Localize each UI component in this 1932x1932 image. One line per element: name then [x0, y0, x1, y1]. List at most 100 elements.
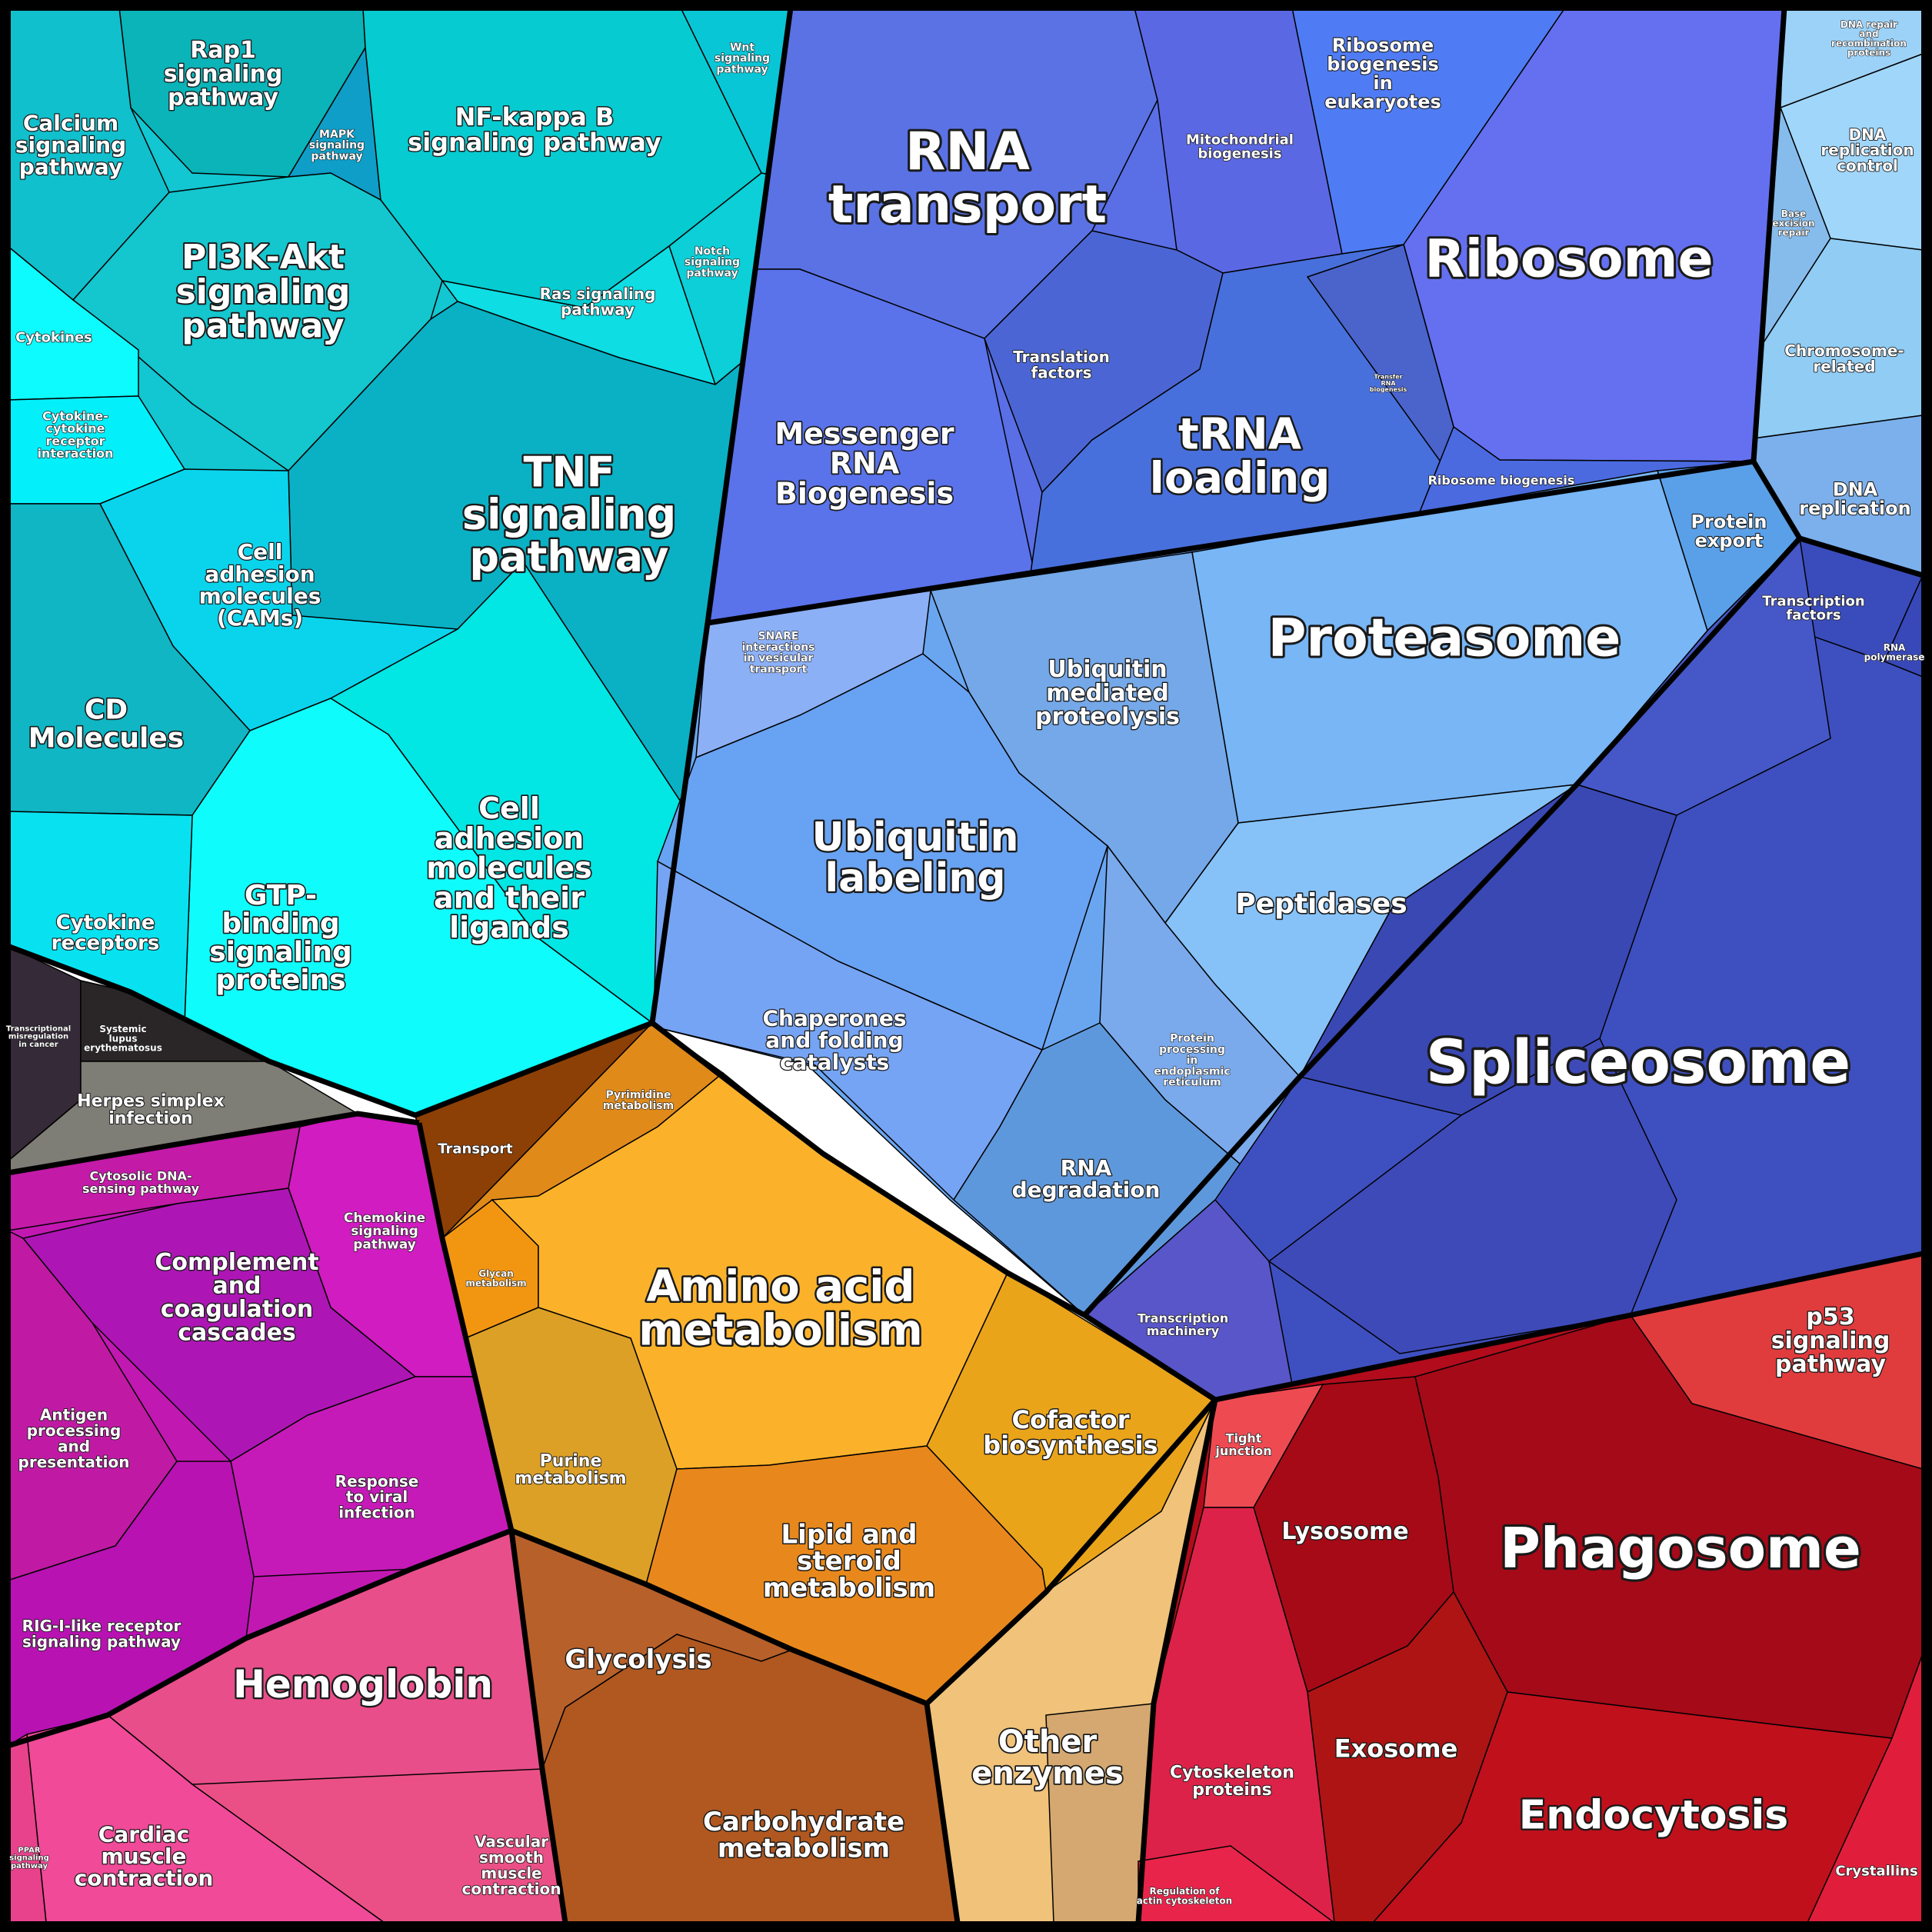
label-transmis: Transcriptional misregulation in cancer: [6, 1024, 71, 1048]
label-dnarepair-line: proteins: [1847, 48, 1890, 58]
label-dnarepair: DNA repair and recombination proteins: [1831, 19, 1907, 58]
label-cardiac-line: contraction: [75, 1866, 214, 1891]
label-gtp-line: signaling: [209, 936, 352, 968]
label-ribosome: Ribosome: [1424, 228, 1713, 289]
label-lipid: Lipid and steroid metabolism: [763, 1520, 935, 1604]
label-protexp-line: export: [1695, 530, 1764, 551]
label-transfer: Transfer RNA biogenesis: [1370, 374, 1407, 393]
label-rigi-line: RIG-I-like receptor: [22, 1617, 182, 1635]
label-nfkb-line: signaling pathway: [408, 128, 661, 157]
label-calcium: Calcium signaling pathway: [15, 111, 126, 180]
label-vascular-line: contraction: [461, 1880, 561, 1898]
label-calcium-line: pathway: [19, 155, 122, 180]
label-sle-line: erythematosus: [84, 1043, 162, 1054]
label-snare-line: transport: [750, 663, 808, 675]
label-cofactor-line: Cofactor: [1011, 1405, 1129, 1434]
label-peptidases: Peptidases: [1235, 888, 1407, 920]
label-wnt-line: pathway: [716, 63, 768, 75]
label-cardiac-line: muscle: [102, 1844, 187, 1869]
label-ublab: Ubiquitin labeling: [811, 814, 1018, 901]
label-cytdna-line: Cytosolic DNA-: [89, 1169, 192, 1184]
label-lipid-line: metabolism: [763, 1573, 935, 1604]
label-lipid-line: Lipid and: [781, 1520, 918, 1551]
label-ppar-line: signaling: [9, 1854, 49, 1863]
label-dnarep-line: replication: [1799, 498, 1910, 519]
label-carbo: Carbohydrate metabolism: [703, 1807, 904, 1864]
label-mapk: MAPK signaling pathway: [309, 128, 365, 163]
label-transl-line: factors: [1031, 363, 1091, 381]
label-vascular-line: muscle: [481, 1864, 541, 1882]
label-proteasome: Proteasome: [1268, 608, 1621, 668]
label-cytoskel: Cytoskeleton proteins: [1170, 1764, 1294, 1800]
metabolism-group: [415, 1022, 1216, 1704]
border-other-red: [1135, 1399, 1218, 1924]
label-ppin-line: processing: [1159, 1044, 1225, 1056]
label-rap1: Rap1 signaling pathway: [164, 37, 283, 111]
spliceosome-group: [1083, 537, 1924, 1401]
label-endocytosis: Endocytosis: [1519, 1793, 1789, 1839]
label-cofactor-line: biosynthesis: [983, 1431, 1158, 1460]
label-purine: Purine metabolism: [515, 1452, 626, 1488]
label-wnt-line: Wnt: [730, 42, 754, 54]
label-peptidases-line: Peptidases: [1235, 888, 1407, 920]
label-snare-line: SNARE: [758, 631, 799, 643]
label-transmis-line: Transcriptional: [6, 1024, 71, 1033]
label-viral: Response to viral infection: [335, 1472, 419, 1522]
label-herpes: Herpes simplex infection: [77, 1092, 225, 1128]
label-p53: p53 signaling pathway: [1771, 1304, 1890, 1377]
border-rna-protein: [707, 458, 1803, 626]
label-antigen-line: processing: [27, 1421, 122, 1440]
label-herpes-line: Herpes simplex: [77, 1092, 225, 1111]
label-aminoacid-line: Amino acid: [647, 1262, 915, 1312]
label-mito-line: Mitochondrial: [1186, 132, 1294, 148]
label-purine-line: Purine: [540, 1452, 602, 1471]
label-cams-line: adhesion: [205, 561, 315, 587]
label-transl: Translation factors: [1013, 348, 1110, 381]
label-phagosome: Phagosome: [1500, 1516, 1861, 1581]
label-ribobio2-line: Ribosome biogenesis: [1428, 473, 1575, 488]
label-cd-line: Molecules: [28, 722, 184, 754]
label-glycan: Glycan metabolism: [465, 1268, 526, 1288]
dna-group: [1753, 7, 1924, 577]
label-ppin: Protein processing in endoplasmic reticulum: [1154, 1032, 1230, 1088]
label-phagosome-line: Phagosome: [1500, 1516, 1861, 1581]
label-ras: Ras signaling pathway: [540, 285, 656, 318]
label-complement-line: and: [212, 1273, 261, 1300]
label-cellad2-line: adhesion: [435, 821, 584, 855]
label-ccri-line: receptor: [45, 434, 105, 448]
label-transmach-line: machinery: [1147, 1324, 1220, 1338]
label-calcium-line: Calcium: [23, 111, 118, 136]
label-transport: Transport: [438, 1141, 513, 1157]
label-ublab-line: Ubiquitin: [811, 814, 1018, 861]
label-lysosome-line: Lysosome: [1281, 1518, 1408, 1545]
label-snare-line: in vesicular: [744, 652, 814, 665]
label-tight-line: junction: [1214, 1444, 1271, 1458]
label-rap1-line: pathway: [168, 84, 278, 111]
label-vascular-line: smooth: [479, 1848, 544, 1867]
label-dnarepctl-line: DNA: [1849, 125, 1887, 144]
label-ribobio2: Ribosome biogenesis: [1428, 473, 1575, 488]
border-carbo-other: [924, 1703, 961, 1924]
label-mapk-line: signaling: [309, 139, 365, 152]
label-rnapol: RNA polymerase: [1864, 642, 1925, 662]
label-dnarepctl-line: replication: [1820, 141, 1914, 159]
label-regactin-line: Regulation of: [1149, 1886, 1220, 1897]
label-glycan-line: metabolism: [465, 1277, 526, 1288]
label-sle-line: Systemic: [99, 1024, 146, 1034]
label-carbo-line: Carbohydrate: [703, 1807, 904, 1837]
label-hemoglobin: Hemoglobin: [233, 1662, 493, 1707]
label-spliceosome: Spliceosome: [1426, 1028, 1850, 1098]
label-viral-line: Response: [335, 1472, 419, 1491]
label-wnt: Wnt signaling pathway: [715, 42, 770, 76]
label-crystallins: Crystallins: [1835, 1863, 1917, 1879]
label-notch-line: Notch: [695, 245, 730, 258]
label-other-line: enzymes: [971, 1756, 1124, 1791]
label-cardiac: Cardiac muscle contraction: [75, 1822, 214, 1891]
label-calcium-line: signaling: [15, 132, 126, 158]
label-mapk-line: MAPK: [319, 128, 355, 141]
label-ubmed: Ubiquitin mediated proteolysis: [1035, 656, 1180, 730]
label-pi3k: PI3K-Akt signaling pathway: [176, 238, 351, 346]
label-cytrec: Cytokine receptors: [52, 911, 160, 955]
label-ccri: Cytokine-cytokine receptor interaction: [37, 408, 113, 461]
